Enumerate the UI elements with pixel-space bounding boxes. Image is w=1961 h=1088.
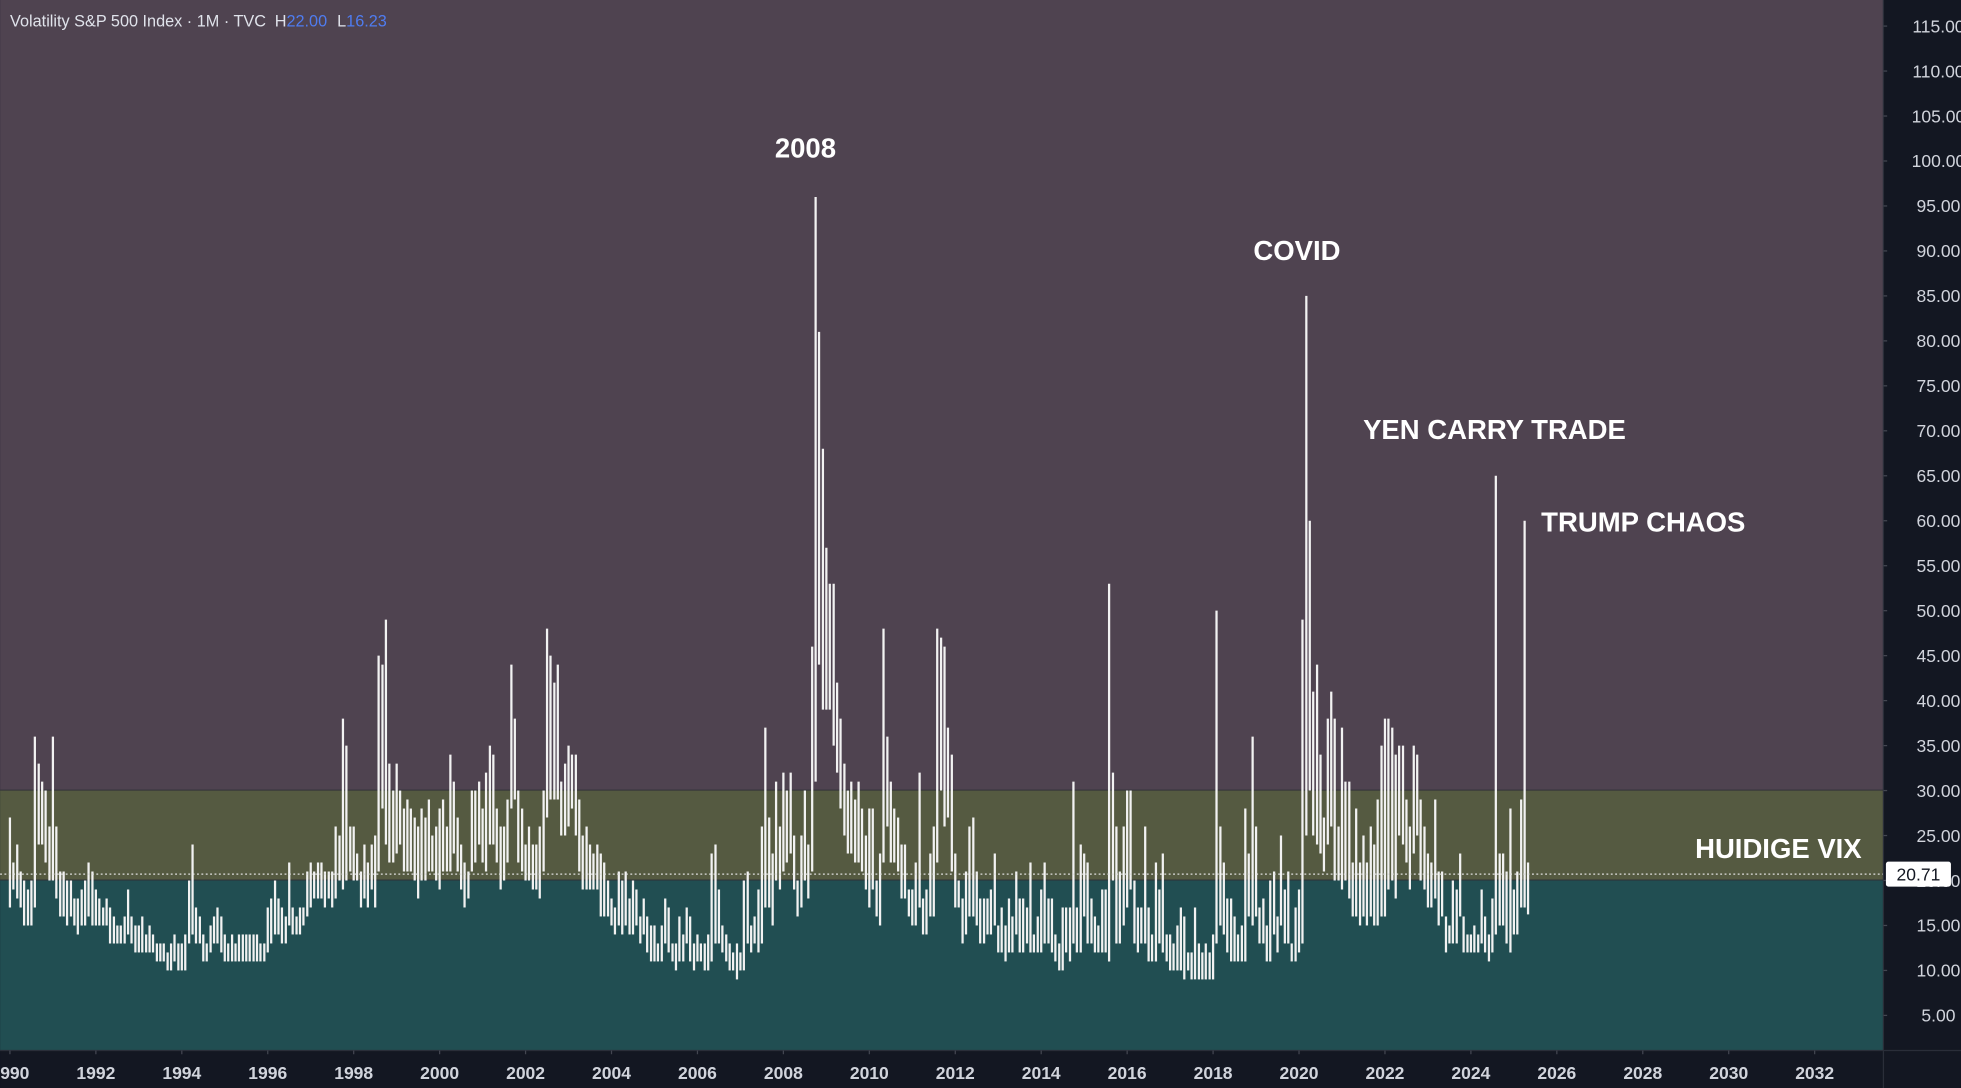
x-tick-label: 2014: [1022, 1063, 1061, 1083]
annotation: COVID: [1253, 235, 1340, 266]
annotation: TRUMP CHAOS: [1541, 506, 1745, 537]
y-tick-label: 65.00: [1917, 466, 1961, 486]
x-tick-label: 2026: [1537, 1063, 1576, 1083]
x-tick-label: 2004: [592, 1063, 631, 1083]
x-tick-label: 2002: [506, 1063, 545, 1083]
x-tick-label: 2020: [1280, 1063, 1319, 1083]
x-tick-label: 2006: [678, 1063, 717, 1083]
y-tick-label: 5.00: [1921, 1006, 1955, 1026]
high-value: 22.00: [286, 12, 327, 30]
header: Volatility S&P 500 Index · 1M · TVC H22.0…: [10, 12, 387, 30]
y-tick-label: 30.00: [1917, 781, 1961, 801]
x-tick-label: 2012: [936, 1063, 975, 1083]
y-tick-label: 40.00: [1917, 691, 1961, 711]
y-tick-label: 70.00: [1917, 421, 1961, 441]
y-tick-label: 110.00: [1912, 61, 1961, 81]
y-tick-label: 35.00: [1917, 736, 1961, 756]
low-key: L: [337, 12, 346, 30]
last-price-box: [1885, 861, 1951, 887]
x-tick-label: 2030: [1709, 1063, 1748, 1083]
x-tick-label: 1994: [162, 1063, 201, 1083]
y-tick-label: 55.00: [1917, 556, 1961, 576]
y-tick-label: 60.00: [1917, 511, 1961, 531]
x-tick-label: 2010: [850, 1063, 889, 1083]
y-tick-label: 25.00: [1917, 826, 1961, 846]
y-tick-label: 100.00: [1912, 151, 1961, 171]
y-tick-label: 80.00: [1917, 331, 1961, 351]
zones: [0, 0, 1884, 1051]
x-tick-label: 2024: [1451, 1063, 1490, 1083]
y-tick-label: 85.00: [1917, 286, 1961, 306]
x-tick-label: 2000: [420, 1063, 459, 1083]
x-tick-label: 2016: [1108, 1063, 1147, 1083]
y-tick-label: 50.00: [1917, 601, 1961, 621]
annotation: YEN CARRY TRADE: [1363, 414, 1626, 445]
y-tick-label: 90.00: [1917, 241, 1961, 261]
title: Volatility S&P 500 Index · 1M · TVC: [10, 12, 266, 30]
y-tick-label: 75.00: [1917, 376, 1961, 396]
x-tick-label: 2018: [1194, 1063, 1233, 1083]
y-tick-label: 10.00: [1917, 961, 1961, 981]
x-tick-label: 2028: [1623, 1063, 1662, 1083]
x-tick-label: 2022: [1365, 1063, 1404, 1083]
x-tick-label: 1990: [0, 1063, 30, 1083]
x-tick-label: 1992: [76, 1063, 115, 1083]
y-tick-label: 45.00: [1917, 646, 1961, 666]
x-tick-label: 2032: [1795, 1063, 1834, 1083]
x-tick-label: 1998: [334, 1063, 373, 1083]
annotation: HUIDIGE VIX: [1695, 833, 1862, 864]
x-tick-label: 2008: [764, 1063, 803, 1083]
last-price-label: 20.71: [1897, 864, 1941, 884]
y-tick-label: 115.00: [1912, 16, 1961, 36]
x-tick-label: 1996: [248, 1063, 287, 1083]
high-key: H: [275, 12, 287, 30]
y-tick-label: 105.00: [1912, 106, 1961, 126]
y-tick-label: 95.00: [1917, 196, 1961, 216]
zone: [0, 880, 1884, 1051]
zone: [0, 790, 1884, 881]
y-tick-label: 15.00: [1917, 916, 1961, 936]
annotation: 2008: [775, 133, 836, 164]
low-value: 16.23: [346, 12, 387, 30]
bars: [0, 196, 1884, 980]
